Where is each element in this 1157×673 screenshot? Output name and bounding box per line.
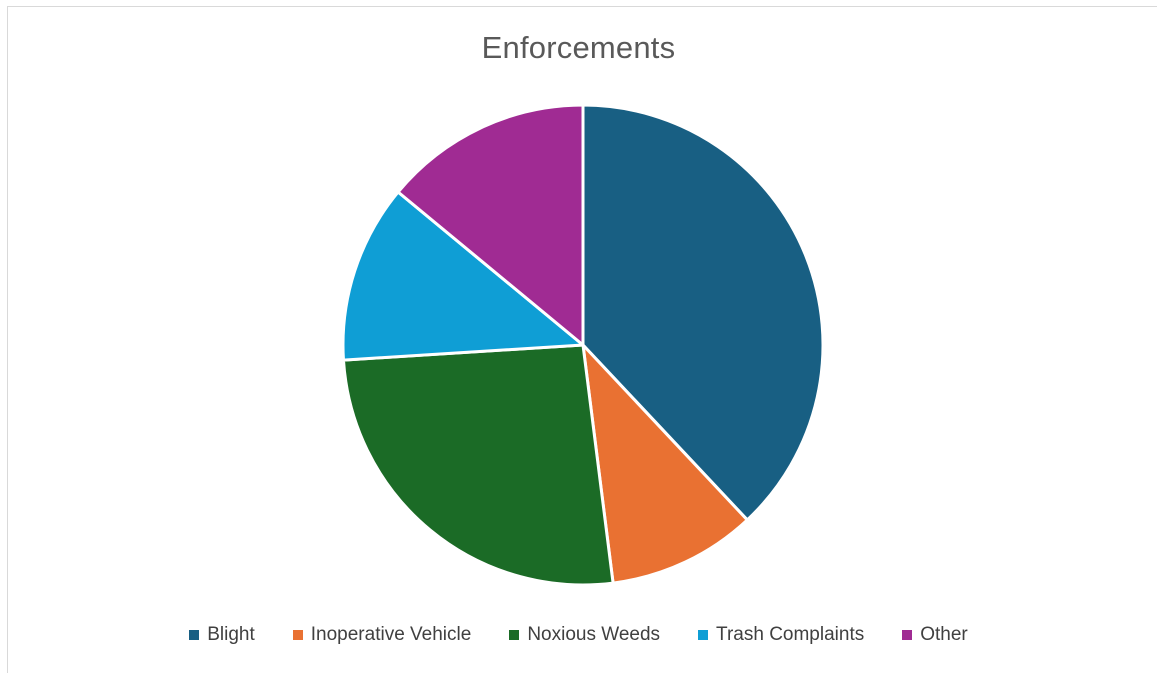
legend-swatch xyxy=(509,630,520,640)
legend-swatch xyxy=(698,630,709,640)
legend-label: Trash Complaints xyxy=(716,624,865,645)
pie-slice-noxious-weeds xyxy=(341,343,615,587)
pie-slice-inoperative-vehicle xyxy=(581,343,749,585)
pie-slice-trash-complaints xyxy=(341,190,585,362)
legend-item-other: Other xyxy=(902,624,968,646)
legend-label: Blight xyxy=(207,624,255,645)
chart-legend: Blight Inoperative Vehicle Noxious Weeds Tr… xyxy=(0,624,1157,646)
chart-title: Enforcements xyxy=(481,30,676,65)
pie-slice-other xyxy=(396,103,585,347)
legend-label: Other xyxy=(920,624,968,645)
legend-item-inoperative-vehicle: Inoperative Vehicle xyxy=(292,624,472,646)
legend-item-blight: Blight xyxy=(189,624,255,646)
legend-swatch xyxy=(189,630,200,640)
legend-item-trash-complaints: Trash Complaints xyxy=(698,624,864,646)
legend-label: Noxious Weeds xyxy=(527,624,661,645)
pie-slice-blight xyxy=(581,103,825,522)
legend-swatch xyxy=(902,630,913,640)
legend-swatch xyxy=(292,630,303,640)
legend-item-noxious-weeds: Noxious Weeds xyxy=(509,624,660,646)
legend-label: Inoperative Vehicle xyxy=(310,624,472,645)
